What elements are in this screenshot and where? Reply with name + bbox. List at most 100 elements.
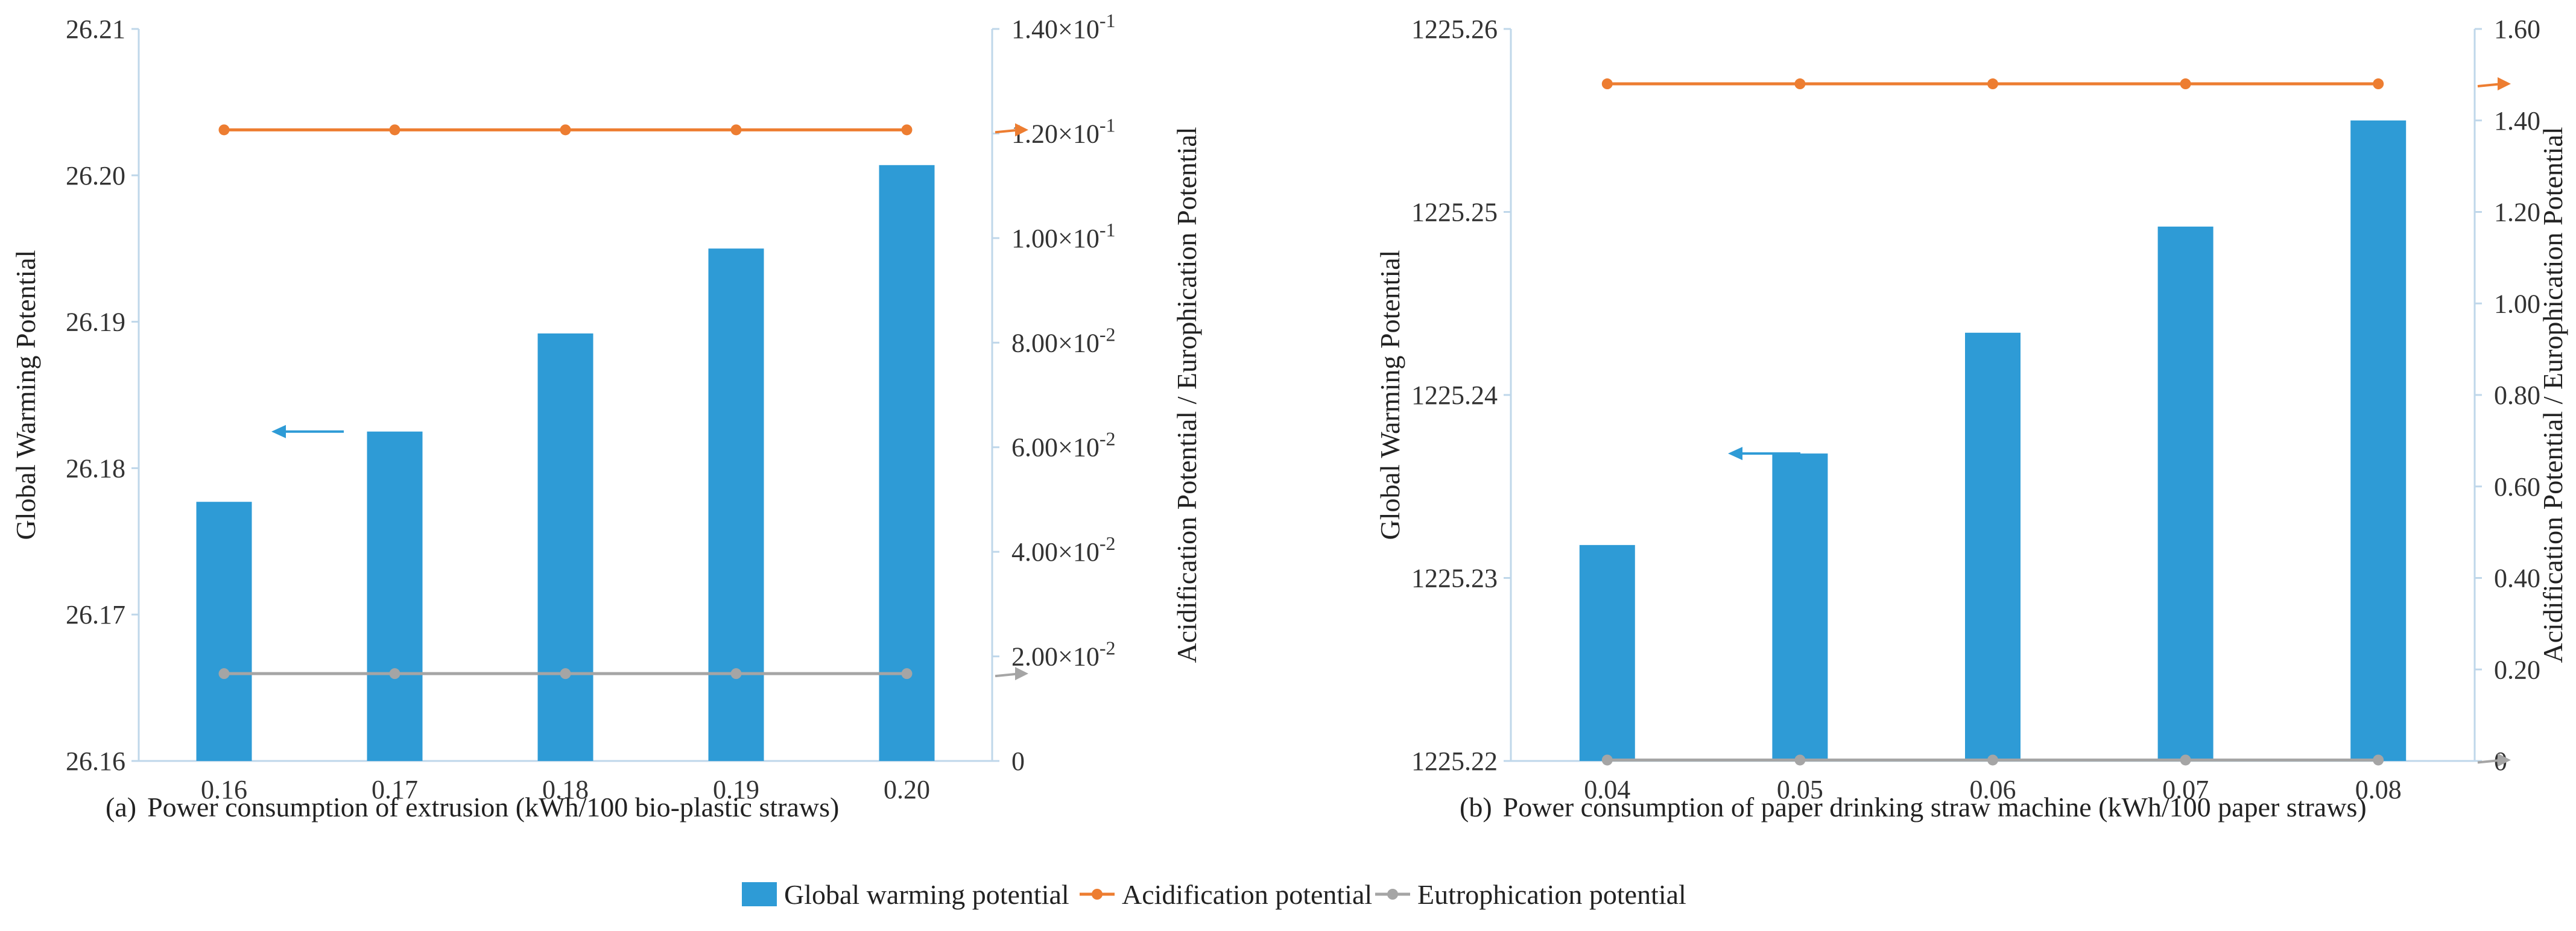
right-tick-label: 0.40 bbox=[2494, 564, 2540, 593]
bar-gwp bbox=[2157, 226, 2214, 761]
right-tick-label: 1.60 bbox=[2494, 14, 2540, 44]
right-tick-exponent: -2 bbox=[1100, 323, 1116, 345]
eutrophication-point bbox=[1794, 754, 1806, 766]
right-tick-label: 2.00×10-2 bbox=[1011, 637, 1115, 672]
x-axis-title: Power consumption of extrusion (kWh/100 … bbox=[147, 792, 839, 822]
right-tick-label: 1.40 bbox=[2494, 106, 2540, 136]
acidification-axis-arrowhead bbox=[2498, 77, 2511, 91]
x-tick-label: 0.06 bbox=[1970, 775, 2016, 804]
left-tick-label: 1225.25 bbox=[1411, 198, 1498, 227]
legend-swatch-gwp bbox=[742, 882, 777, 906]
right-tick-label: 0.80 bbox=[2494, 380, 2540, 410]
bar-gwp bbox=[1965, 332, 2021, 761]
legend: Global warming potential Acidification po… bbox=[742, 879, 1686, 910]
eutrophication-point bbox=[2180, 754, 2191, 766]
eutrophication-point bbox=[389, 668, 400, 680]
right-tick-base: 0 bbox=[1011, 746, 1025, 776]
acidification-point bbox=[1794, 78, 1806, 90]
x-tick-label: 0.07 bbox=[2162, 775, 2209, 804]
right-tick-base: 0.40 bbox=[2494, 564, 2540, 593]
right-axis-title: Acidification Potential / Europhication … bbox=[1171, 127, 1202, 663]
panel-b-chart: 1225.221225.231225.241225.251225.2600.20… bbox=[1375, 14, 2568, 822]
right-tick-label: 1.00 bbox=[2494, 289, 2540, 318]
right-tick-base: 4.00×10 bbox=[1011, 537, 1100, 567]
eutrophication-axis-arrowhead bbox=[1015, 667, 1028, 681]
left-tick-label: 26.21 bbox=[66, 14, 125, 44]
right-tick-label: 1.40×10-1 bbox=[1011, 10, 1115, 44]
x-axis-caption: (a) Power consumption of extrusion (kWh/1… bbox=[106, 792, 839, 822]
right-tick-exponent: -2 bbox=[1100, 637, 1116, 659]
acidification-point bbox=[218, 124, 230, 136]
acidification-point bbox=[730, 124, 742, 136]
left-tick-label: 1225.23 bbox=[1411, 564, 1498, 593]
acidification-axis-arrowhead bbox=[1015, 123, 1028, 137]
right-tick-exponent: -1 bbox=[1100, 219, 1116, 241]
panel-label: (b) bbox=[1460, 792, 1492, 822]
left-tick-label: 26.17 bbox=[66, 600, 125, 630]
eutrophication-point bbox=[1601, 754, 1613, 766]
right-tick-exponent: -1 bbox=[1100, 10, 1116, 31]
right-tick-label: 8.00×10-2 bbox=[1011, 323, 1115, 358]
bar-gwp bbox=[1579, 544, 1635, 761]
right-tick-exponent: -2 bbox=[1100, 428, 1116, 450]
left-tick-label: 1225.26 bbox=[1411, 14, 1498, 44]
bar-gwp bbox=[879, 165, 935, 762]
right-tick-label: 0.20 bbox=[2494, 655, 2540, 684]
x-tick-label: 0.16 bbox=[201, 775, 247, 804]
x-tick-label: 0.18 bbox=[542, 775, 589, 804]
left-tick-label: 26.19 bbox=[66, 308, 125, 337]
right-tick-base: 1.60 bbox=[2494, 14, 2540, 44]
eutrophication-point bbox=[1987, 754, 1998, 766]
right-tick-base: 1.20 bbox=[2494, 198, 2540, 227]
right-tick-label: 1.00×10-1 bbox=[1011, 219, 1115, 253]
legend-marker-eutro bbox=[1387, 889, 1398, 900]
right-tick-base: 2.00×10 bbox=[1011, 642, 1100, 672]
right-tick-label: 6.00×10-2 bbox=[1011, 428, 1115, 462]
eutrophication-point bbox=[560, 668, 571, 680]
right-tick-label: 0.60 bbox=[2494, 472, 2540, 502]
eutrophication-point bbox=[730, 668, 742, 680]
bar-gwp bbox=[2350, 120, 2407, 761]
eutrophication-point bbox=[218, 668, 230, 680]
right-tick-base: 1.40 bbox=[2494, 106, 2540, 136]
x-axis-title: Power consumption of paper drinking stra… bbox=[1503, 792, 2367, 822]
right-tick-label: 1.20 bbox=[2494, 198, 2540, 227]
gwp-axis-arrowhead bbox=[1728, 447, 1742, 461]
right-tick-base: 6.00×10 bbox=[1011, 433, 1100, 462]
acidification-point bbox=[1987, 78, 1998, 90]
x-tick-label: 0.20 bbox=[884, 775, 930, 804]
legend-label-eutro: Eutrophication potential bbox=[1417, 879, 1686, 910]
left-tick-label: 26.18 bbox=[66, 453, 125, 483]
acidification-point bbox=[389, 124, 400, 136]
left-axis-title: Global Warming Potential bbox=[10, 250, 41, 540]
gwp-axis-arrowhead bbox=[271, 424, 286, 438]
eutrophication-axis-arrowhead bbox=[2498, 753, 2511, 767]
eutrophication-point bbox=[901, 668, 913, 680]
acidification-point bbox=[560, 124, 571, 136]
acidification-point bbox=[901, 124, 913, 136]
x-tick-label: 0.08 bbox=[2355, 775, 2402, 804]
acidification-point bbox=[1601, 78, 1613, 90]
right-tick-base: 0.20 bbox=[2494, 655, 2540, 684]
right-tick-base: 1.00×10 bbox=[1011, 224, 1100, 253]
right-tick-exponent: -1 bbox=[1100, 114, 1116, 136]
bar-gwp bbox=[1772, 453, 1828, 761]
right-tick-label: 1.20×10-1 bbox=[1011, 114, 1115, 148]
acidification-point bbox=[2180, 78, 2191, 90]
right-axis-title: Acidification Potential / Europhication … bbox=[2537, 127, 2568, 663]
left-tick-label: 1225.24 bbox=[1411, 380, 1498, 410]
panel-a-chart: 26.1626.1726.1826.1926.2026.2102.00×10-2… bbox=[10, 10, 1202, 822]
legend-label-acid: Acidification potential bbox=[1122, 879, 1372, 910]
right-tick-label: 4.00×10-2 bbox=[1011, 532, 1115, 567]
panel-label: (a) bbox=[106, 792, 136, 822]
left-tick-label: 26.16 bbox=[66, 746, 125, 776]
left-tick-label: 1225.22 bbox=[1411, 746, 1498, 776]
x-tick-label: 0.19 bbox=[713, 775, 759, 804]
left-tick-label: 26.20 bbox=[66, 161, 125, 191]
right-tick-base: 8.00×10 bbox=[1011, 328, 1100, 358]
left-axis-title: Global Warming Potential bbox=[1375, 250, 1405, 540]
legend-label-gwp: Global warming potential bbox=[784, 879, 1069, 910]
x-axis-caption: (b) Power consumption of paper drinking s… bbox=[1460, 792, 2367, 822]
right-tick-label: 0 bbox=[1011, 746, 1025, 776]
